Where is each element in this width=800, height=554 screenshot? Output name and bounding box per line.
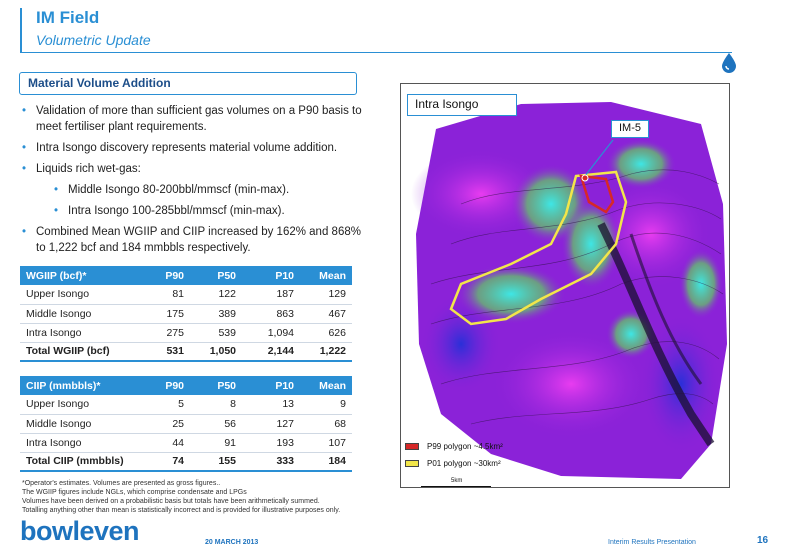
table-cell: 1,094 [242,323,300,343]
column-header: P50 [190,266,242,285]
table-cell: 1,050 [190,341,242,362]
table-row: Upper Isongo 5 8 13 9 [20,395,352,415]
footnote-line: The WGIIP figures include NGLs, which co… [22,489,247,496]
table-row: Upper Isongo 81 122 187 129 [20,285,352,305]
ciip-table: CIIP (mmbbls)* P90 P50 P10 Mean Upper Is… [20,376,352,472]
table-cell: 56 [190,414,242,434]
column-header: P10 [242,376,300,395]
page-title: IM Field [36,8,100,27]
company-logo: bowleven [20,516,140,546]
column-header: Mean [300,266,352,285]
table-cell: 155 [190,451,242,472]
table-cell: 81 [140,285,190,305]
table-cell: 2,144 [242,341,300,362]
title-accent-bar [20,8,22,53]
table-row: Middle Isongo 25 56 127 68 [20,414,352,434]
table-cell: 9 [300,395,352,415]
presentation-title: Interim Results Presentation [608,539,696,546]
bullet-item: Validation of more than sufficient gas v… [22,103,362,135]
table-cell: 129 [300,285,352,305]
table-cell: 68 [300,414,352,434]
table-cell: 187 [242,285,300,305]
table-cell: 193 [242,433,300,453]
table-total-row: Total WGIIP (bcf) 531 1,050 2,144 1,222 [20,341,352,362]
table-cell: 1,222 [300,341,352,362]
sub-bullet-item: Intra Isongo 100-285bbl/mmscf (min-max). [22,203,362,219]
table-cell: 275 [140,323,190,343]
bullet-item: Liquids rich wet-gas: [22,161,362,177]
page-number: 16 [757,535,769,546]
table-cell: 626 [300,323,352,343]
legend-label: P99 polygon ~4.5km² [427,441,503,451]
footnote-line: Totalling anything other than mean is st… [22,507,341,514]
table-cell: 122 [190,285,242,305]
table-cell: 863 [242,304,300,324]
seismic-amplitude-image [411,102,727,479]
table-cell: 127 [242,414,300,434]
table-cell: 184 [300,451,352,472]
table-cell: Middle Isongo [20,304,140,324]
table-cell: 91 [190,433,242,453]
table-cell: Total CIIP (mmbbls) [20,451,140,472]
well-label: IM-5 [611,120,649,138]
p99-swatch [405,442,419,450]
scale-label: 5km [451,478,463,484]
column-header: P10 [242,266,300,285]
table-cell: 8 [190,395,242,415]
table-row: Middle Isongo 175 389 863 467 [20,304,352,324]
legend-item: P01 polygon ~30km² [405,456,503,470]
footnote-line: *Operator's estimates. Volumes are prese… [22,480,221,487]
footnote-line: Volumes have been derived on a probabili… [22,498,320,505]
table-cell: Intra Isongo [20,323,140,343]
presentation-date: 20 MARCH 2013 [205,539,259,546]
legend-item: P99 polygon ~4.5km² [405,439,503,453]
water-drop-icon [722,53,736,73]
footnotes: *Operator's estimates. Volumes are prese… [22,479,422,515]
bullet-item: Combined Mean WGIIP and CIIP increased b… [22,224,362,256]
p01-swatch [405,459,419,467]
column-header: P90 [140,266,190,285]
table-row: Intra Isongo 44 91 193 107 [20,433,352,453]
table-cell: 467 [300,304,352,324]
wgiip-table: WGIIP (bcf)* P90 P50 P10 Mean Upper Ison… [20,266,352,362]
table-cell: 389 [190,304,242,324]
table-cell: 25 [140,414,190,434]
table-cell: 13 [242,395,300,415]
column-header: P90 [140,376,190,395]
table-cell: 531 [140,341,190,362]
scale-line [421,486,491,487]
column-header: Mean [300,376,352,395]
sub-bullet-item: Middle Isongo 80-200bbl/mmscf (min-max). [22,182,362,198]
table-total-row: Total CIIP (mmbbls) 74 155 333 184 [20,451,352,472]
table-header-row: WGIIP (bcf)* P90 P50 P10 Mean [20,266,352,285]
table-cell: Intra Isongo [20,433,140,453]
legend-label: P01 polygon ~30km² [427,458,501,468]
column-header: P50 [190,376,242,395]
table-cell: 74 [140,451,190,472]
table-cell: Upper Isongo [20,285,140,305]
bullet-item: Intra Isongo discovery represents materi… [22,140,362,156]
table-cell: Total WGIIP (bcf) [20,341,140,362]
column-header: WGIIP (bcf)* [20,266,140,285]
section-label: Material Volume Addition [28,76,171,90]
page-subtitle: Volumetric Update [36,32,151,48]
scale-bar: 5km [421,478,491,487]
map-legend: P99 polygon ~4.5km² P01 polygon ~30km² [405,439,503,473]
table-cell: 107 [300,433,352,453]
table-row: Intra Isongo 275 539 1,094 626 [20,323,352,343]
title-divider [20,52,732,53]
column-header: CIIP (mmbbls)* [20,376,140,395]
table-cell: 5 [140,395,190,415]
table-cell: 44 [140,433,190,453]
table-cell: Middle Isongo [20,414,140,434]
bullet-list: Validation of more than sufficient gas v… [22,103,362,261]
table-cell: 539 [190,323,242,343]
section-header: Material Volume Addition [19,72,357,95]
table-header-row: CIIP (mmbbls)* P90 P50 P10 Mean [20,376,352,395]
map-title-label: Intra Isongo [407,94,517,116]
seismic-map: Intra Isongo IM-5 P99 polygon ~4.5km² P0… [400,83,730,488]
table-cell: Upper Isongo [20,395,140,415]
table-cell: 333 [242,451,300,472]
table-cell: 175 [140,304,190,324]
